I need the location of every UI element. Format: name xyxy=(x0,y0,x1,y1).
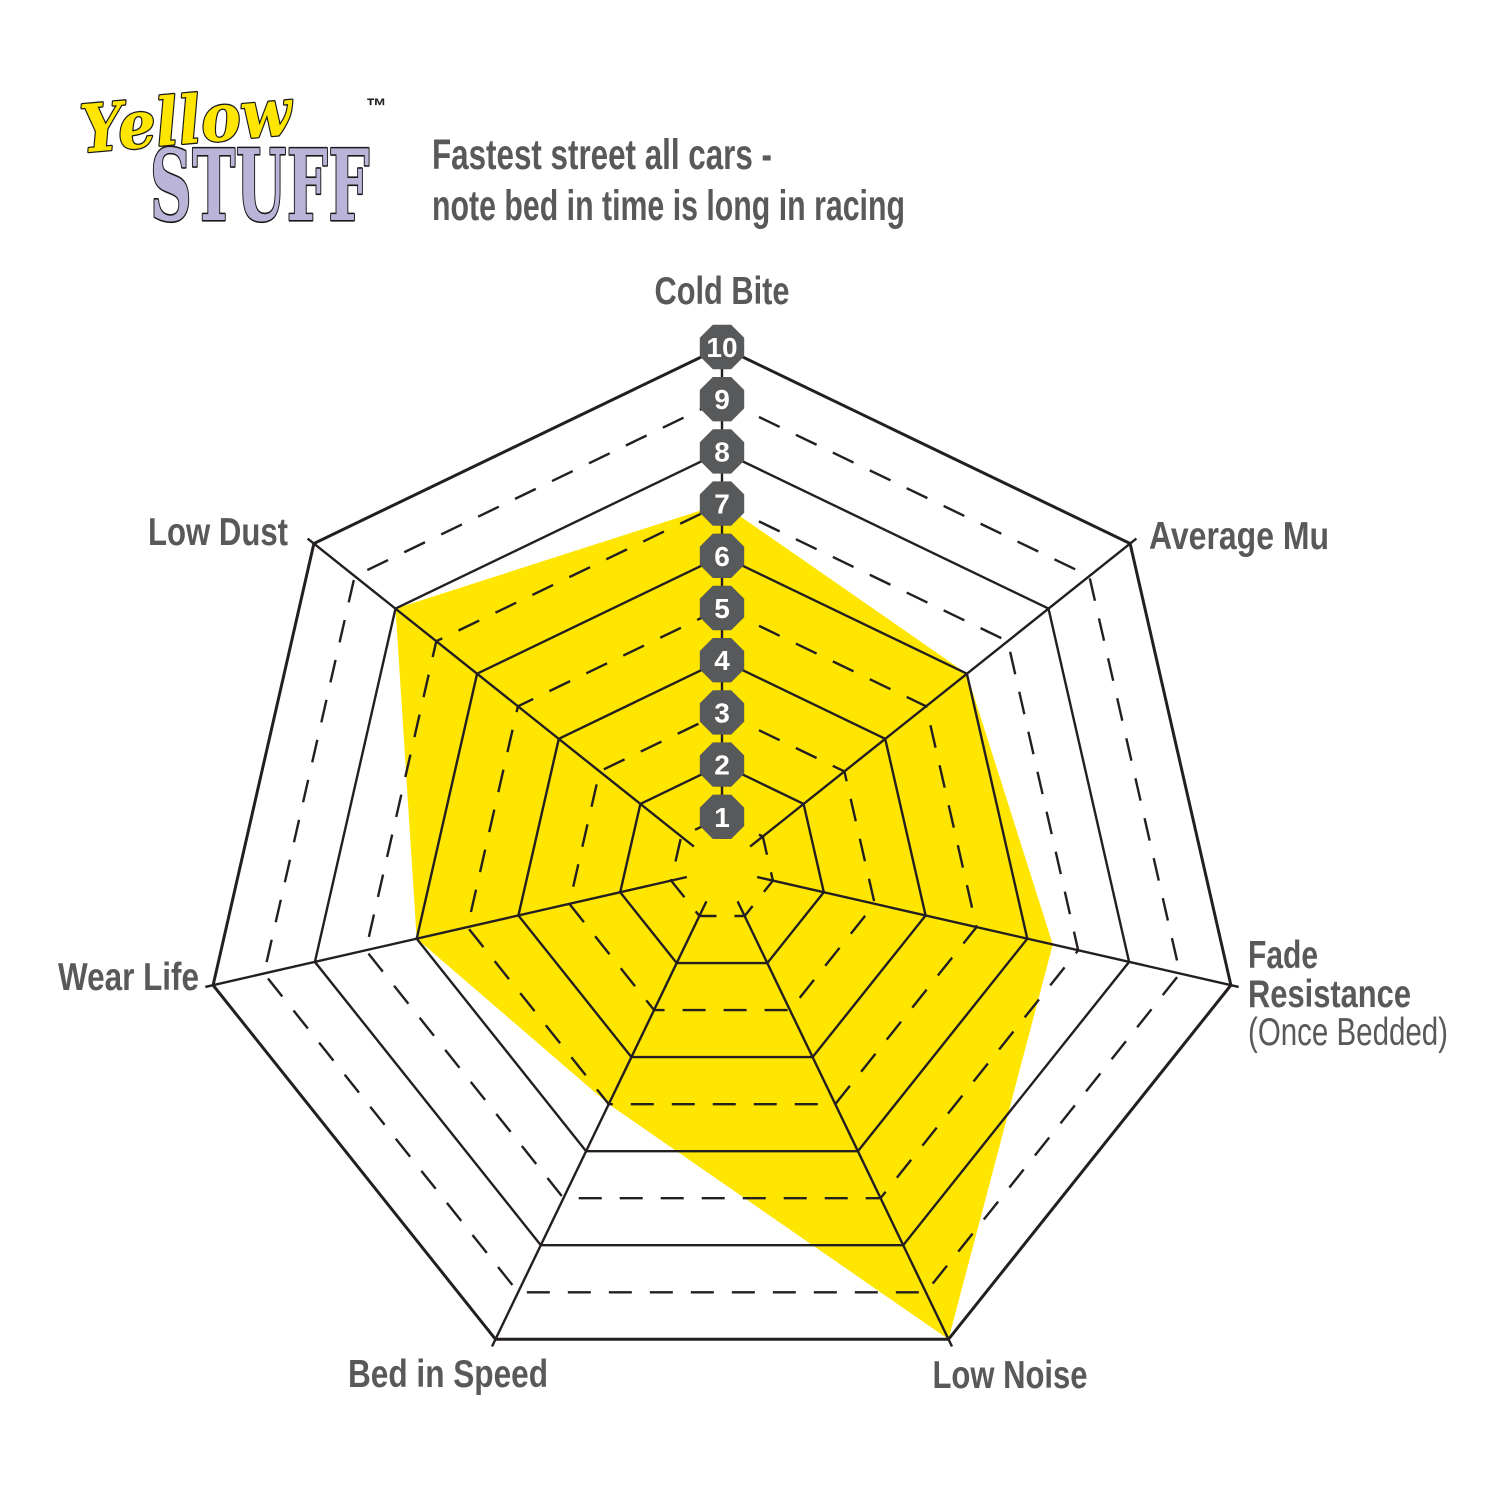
yellowstuff-logo: Yellow STUFF ™ xyxy=(76,71,387,246)
radar-ring-8 xyxy=(313,450,1131,1247)
scale-badge-label-6: 6 xyxy=(714,541,730,572)
chart-subtitle: Fastest street all cars - note bed in ti… xyxy=(432,131,905,230)
axis-label-average-mu: Average Mu xyxy=(1149,515,1329,558)
value-polygon xyxy=(395,503,1053,1340)
radar-spoke-3 xyxy=(736,900,954,1348)
radar-spoke-6 xyxy=(306,537,695,848)
scale-badge-label-3: 3 xyxy=(714,697,730,728)
radar-ring-1 xyxy=(669,815,775,918)
radar-ring-7 xyxy=(364,502,1080,1200)
axis-label-fade-line3: (Once Bedded) xyxy=(1248,1011,1448,1054)
axis-label-bed-in-speed: Bed in Speed xyxy=(348,1353,548,1396)
scale-badge-8 xyxy=(699,429,745,474)
radar-ring-3 xyxy=(568,711,876,1012)
axis-label-cold-bite: Cold Bite xyxy=(655,270,790,313)
logo-word-yellow: Yellow xyxy=(77,72,297,168)
scale-badge-label-4: 4 xyxy=(714,645,730,676)
radar-ring-5 xyxy=(466,606,978,1106)
scale-badge-label-7: 7 xyxy=(714,489,730,520)
scale-badge-5 xyxy=(699,585,745,631)
scale-badge-label-5: 5 xyxy=(714,593,730,624)
trademark-symbol: ™ xyxy=(366,95,387,118)
radar-ring-4 xyxy=(517,658,927,1059)
radar-ring-6 xyxy=(415,554,1029,1153)
radar-ring-10 xyxy=(211,345,1233,1341)
radar-axis-labels: Cold Bite Average Mu Fade Resistance (On… xyxy=(58,270,1448,1397)
scale-badge-9 xyxy=(699,377,745,422)
axis-label-fade-line2: Resistance xyxy=(1248,973,1411,1016)
axis-label-low-noise: Low Noise xyxy=(933,1354,1088,1397)
axis-label-wear-life: Wear Life xyxy=(58,956,199,999)
scale-badge-label-9: 9 xyxy=(714,384,730,415)
scale-badge-1 xyxy=(699,794,745,839)
subtitle-line-2: note bed in time is long in racing xyxy=(432,182,905,230)
radar-ring-9 xyxy=(262,397,1182,1294)
radar-spoke-2 xyxy=(756,875,1239,989)
scale-badge-10 xyxy=(699,324,745,370)
axis-label-fade-line1: Fade xyxy=(1248,934,1318,977)
radar-spoke-5 xyxy=(205,875,688,989)
scale-badge-6 xyxy=(699,533,745,578)
logo-word-stuff: STUFF xyxy=(150,129,370,244)
scale-badge-2 xyxy=(699,742,745,787)
scale-badge-3 xyxy=(699,690,745,735)
radar-spoke-4 xyxy=(490,900,708,1348)
scale-badge-7 xyxy=(699,481,745,526)
radar-chart: 1 2 3 4 5 6 7 8 9 10 xyxy=(205,324,1239,1348)
scale-badge-4 xyxy=(699,638,745,683)
scale-badge-label-10: 10 xyxy=(706,332,737,363)
scale-badge-label-2: 2 xyxy=(714,750,730,781)
subtitle-line-1: Fastest street all cars - xyxy=(432,131,772,179)
axis-label-low-dust: Low Dust xyxy=(148,511,288,554)
radar-ring-2 xyxy=(618,763,826,965)
scale-badge-label-8: 8 xyxy=(714,436,730,467)
scale-badge-label-1: 1 xyxy=(714,802,730,833)
radar-spoke-1 xyxy=(749,537,1138,848)
